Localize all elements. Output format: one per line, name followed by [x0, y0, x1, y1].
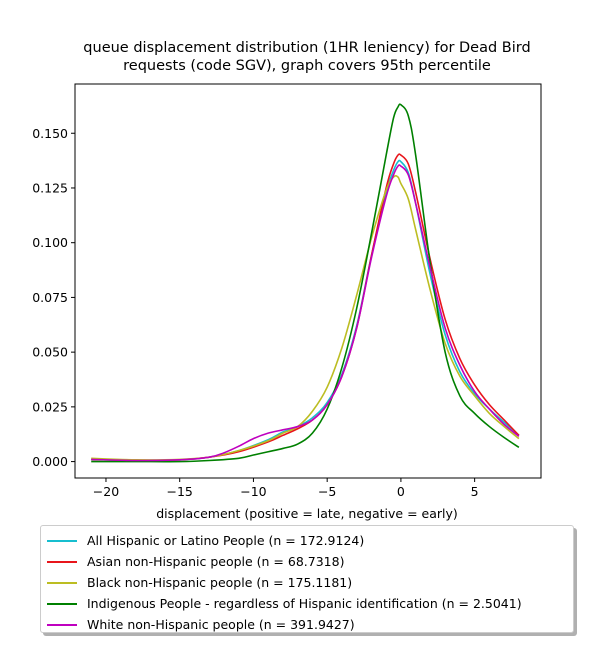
legend-label: Black non-Hispanic people (n = 175.1181) [87, 575, 353, 590]
x-tick-label: −20 [93, 484, 119, 499]
legend-label: Asian non-Hispanic people (n = 68.7318) [87, 554, 345, 569]
legend-item-5: White non-Hispanic people (n = 391.9427) [47, 614, 567, 635]
x-axis-label: displacement (positive = late, negative … [156, 506, 458, 521]
x-tick-label: −5 [318, 484, 336, 499]
legend-swatch [47, 581, 77, 584]
legend-item-3: Black non-Hispanic people (n = 175.1181) [47, 572, 567, 593]
y-tick-label: 0.000 [32, 454, 68, 469]
legend-item-1: All Hispanic or Latino People (n = 172.9… [47, 530, 567, 551]
series-line-4 [91, 103, 520, 463]
series-line-3 [91, 174, 520, 461]
y-tick-label: 0.125 [32, 180, 68, 195]
series-line-1 [91, 159, 520, 462]
legend-label: Indigenous People - regardless of Hispan… [87, 596, 522, 611]
legend-item-4: Indigenous People - regardless of Hispan… [47, 593, 567, 614]
chart-title-line2: requests (code SGV), graph covers 95th p… [123, 58, 491, 74]
y-tick-label: 0.075 [32, 290, 68, 305]
legend-swatch [47, 560, 77, 563]
y-tick-label: 0.100 [32, 235, 68, 250]
legend-swatch [47, 602, 77, 605]
legend-swatch [47, 623, 77, 626]
x-tick-label: 5 [471, 484, 479, 499]
x-tick-label: −10 [240, 484, 266, 499]
series-line-5 [91, 164, 520, 462]
y-tick-label: 0.150 [32, 126, 68, 141]
y-tick-label: 0.050 [32, 345, 68, 360]
legend-swatch [47, 539, 77, 542]
y-tick-label: 0.025 [32, 399, 68, 414]
legend-label: White non-Hispanic people (n = 391.9427) [87, 617, 355, 632]
legend-item-2: Asian non-Hispanic people (n = 68.7318) [47, 551, 567, 572]
x-tick-label: −15 [167, 484, 193, 499]
chart-title-line1: queue displacement distribution (1HR len… [83, 40, 530, 56]
axes-frame [74, 83, 542, 479]
series-line-2 [91, 153, 520, 462]
legend: All Hispanic or Latino People (n = 172.9… [40, 525, 574, 633]
plot-area: −20 −15 −10 −5 0 5 0.000 0.025 0.050 0.075 0.100 0.… [32, 83, 542, 499]
x-tick-label: 0 [397, 484, 405, 499]
legend-label: All Hispanic or Latino People (n = 172.9… [87, 533, 365, 548]
